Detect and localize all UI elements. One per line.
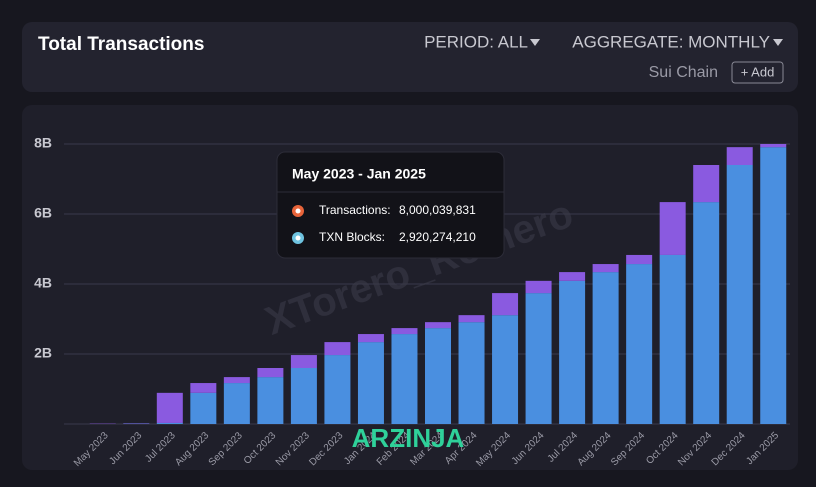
bar-segment xyxy=(525,293,552,424)
bar-segment xyxy=(257,368,284,378)
bar-segment xyxy=(458,322,485,424)
tooltip-rows: Transactions: 8,000,039,831 TXN Blocks: 2,9… xyxy=(292,203,476,244)
bar-segment xyxy=(626,254,653,265)
chart-title: Total Transactions xyxy=(38,34,204,55)
dropdown-arrow xyxy=(530,39,540,46)
tooltip-value: 2,920,274,210 xyxy=(399,230,476,244)
bar-segment xyxy=(223,377,250,384)
bar-segment xyxy=(425,328,451,424)
y-tick-label: 4B xyxy=(34,275,52,291)
aggregate-dropdown[interactable]: AGGREGATE: MONTHLY xyxy=(572,32,770,51)
bar-segment xyxy=(559,272,586,281)
chain-label: Sui Chain xyxy=(649,64,718,81)
bar-segment xyxy=(257,377,284,424)
bar-segment xyxy=(559,280,586,424)
bar-segment xyxy=(458,315,485,323)
tooltip-value: 8,000,039,831 xyxy=(399,203,476,217)
bar-segment xyxy=(290,355,317,368)
period-dropdown[interactable]: PERIOD: ALL xyxy=(424,32,528,51)
bar-segment xyxy=(726,165,753,424)
bar-segment xyxy=(659,254,686,424)
bar-segment xyxy=(592,264,619,273)
bar-segment xyxy=(693,202,720,424)
tooltip-dot-center xyxy=(295,208,301,214)
tooltip-label: TXN Blocks: xyxy=(319,230,385,244)
tooltip-label: Transactions: xyxy=(319,203,391,217)
tooltip-title: May 2023 - Jan 2025 xyxy=(292,166,426,182)
bar-segment xyxy=(190,392,217,424)
bar-segment xyxy=(156,422,183,424)
bar-segment xyxy=(324,355,351,424)
add-button-label[interactable]: + Add xyxy=(741,64,775,79)
bar-segment xyxy=(324,342,351,356)
y-tick-label: 8B xyxy=(34,135,52,151)
tooltip-dot-center xyxy=(295,235,301,241)
header-panel xyxy=(22,22,798,92)
bar-segment xyxy=(525,280,552,294)
bar-segment xyxy=(492,293,519,316)
add-button[interactable] xyxy=(731,61,784,84)
tooltip-box xyxy=(276,151,505,259)
bar-segment xyxy=(190,383,217,393)
bar-segment xyxy=(760,147,787,424)
tooltip: May 2023 - Jan 2025 Transactions: 8,000,0… xyxy=(276,151,505,259)
bar-segment xyxy=(357,334,384,343)
bar-segment xyxy=(223,383,250,424)
bar-segment xyxy=(726,147,753,165)
bar-segment xyxy=(290,368,317,424)
bar-segment xyxy=(626,264,653,424)
y-tick-label: 2B xyxy=(34,345,52,361)
bar-segment xyxy=(156,392,183,423)
bar-segment xyxy=(492,315,519,424)
bar-segment xyxy=(391,334,418,424)
dropdown-arrow xyxy=(773,39,783,46)
y-tick-label: 6B xyxy=(34,205,52,221)
bar-segment xyxy=(391,328,418,335)
watermark: ARZINJA xyxy=(352,423,465,453)
bar-segment xyxy=(425,322,451,329)
bar-segment xyxy=(760,144,787,148)
bar-segment xyxy=(693,165,720,203)
bar-segment xyxy=(592,272,619,424)
bar-segment xyxy=(357,342,384,424)
bar-segment xyxy=(659,202,686,255)
